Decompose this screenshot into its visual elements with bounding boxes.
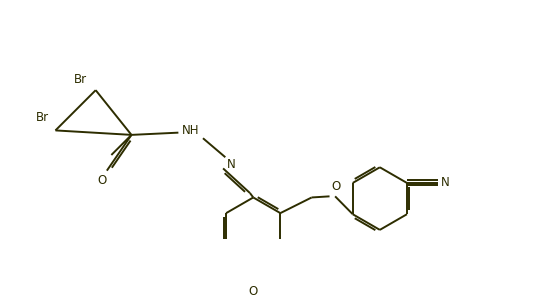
Text: Br: Br	[36, 111, 49, 124]
Text: NH: NH	[182, 124, 199, 137]
Text: O: O	[249, 285, 258, 298]
Text: O: O	[332, 180, 341, 193]
Text: O: O	[98, 174, 107, 187]
Text: N: N	[226, 158, 235, 171]
Text: N: N	[440, 176, 449, 189]
Text: Br: Br	[74, 73, 87, 86]
